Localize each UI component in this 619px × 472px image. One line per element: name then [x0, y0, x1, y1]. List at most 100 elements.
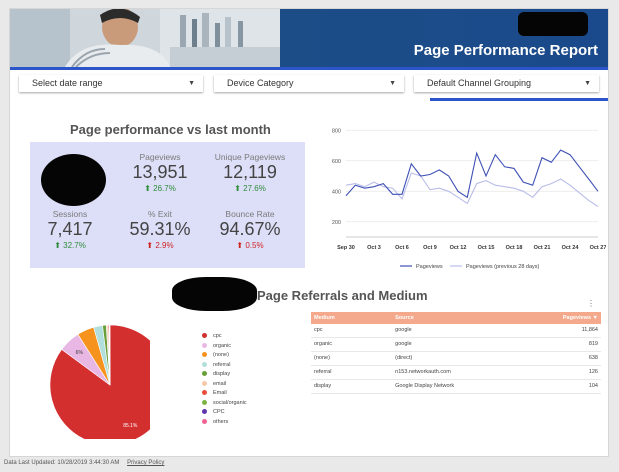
referrals-table: Medium Source Pageviews ▼ cpc google 11,…: [311, 312, 601, 394]
date-range-filter[interactable]: Select date range ▼: [19, 75, 203, 92]
cell-pageviews: 126: [588, 369, 598, 375]
kpi-sessions: Sessions 7,417 ⬆ 32.7%: [30, 209, 110, 250]
x-tick-label: Oct 24: [562, 245, 580, 251]
table-row[interactable]: (none) (direct) 638: [311, 352, 601, 366]
x-tick-label: Sep 30: [337, 245, 355, 251]
legend-label: CPC: [213, 409, 225, 415]
arrow-up-icon: ⬆: [234, 184, 244, 193]
legend-dot: [202, 409, 207, 415]
cell-pageviews: 104: [588, 383, 598, 389]
kpi-label: Unique Pageviews: [214, 152, 286, 162]
legend-item: (none): [202, 352, 229, 358]
legend-label: referral: [213, 361, 231, 368]
referrals-title: Page Referrals and Medium: [257, 288, 428, 303]
legend-item: organic: [202, 343, 231, 349]
y-tick-label: 200: [332, 220, 341, 226]
legend-item: cpc: [202, 333, 222, 339]
channel-grouping-filter[interactable]: Default Channel Grouping ▼: [414, 75, 599, 92]
y-tick-label: 800: [332, 128, 341, 134]
column-header-medium[interactable]: Medium: [314, 315, 335, 321]
date-range-label: Select date range: [32, 78, 103, 88]
legend-label: others: [213, 418, 229, 425]
legend-label: display: [213, 371, 231, 377]
channel-grouping-label: Default Channel Grouping: [427, 78, 532, 88]
cell-source: google: [395, 341, 412, 347]
legend-label: Pageviews (previous 28 days): [466, 264, 540, 269]
arrow-up-icon: ⬆: [146, 241, 156, 250]
legend-item: referral: [202, 362, 230, 368]
table-row[interactable]: cpc google 11,864: [311, 324, 601, 338]
cell-pageviews: 11,864: [581, 327, 598, 333]
cell-medium: (none): [314, 355, 330, 361]
kpi-label: Pageviews: [139, 152, 181, 162]
cell-medium: organic: [314, 341, 333, 347]
legend-dot: [202, 361, 207, 367]
legend-item: Email: [202, 390, 227, 396]
legend-dot: [202, 418, 207, 424]
y-tick-label: 400: [332, 189, 341, 195]
report-title: Page Performance Report: [413, 42, 598, 59]
legend-label: cpc: [213, 333, 222, 339]
legend-item: CPC: [202, 409, 225, 415]
kpi-value: 13,951: [132, 162, 188, 182]
kpi-delta: ⬆ 2.9%: [146, 241, 174, 250]
redacted-logo: [518, 12, 588, 36]
cell-pageviews: 819: [588, 341, 598, 347]
cell-medium: referral: [314, 369, 332, 375]
x-tick-label: Oct 27: [590, 245, 606, 251]
banner-accent-bar: [10, 67, 608, 70]
kpi-exit-rate: % Exit 59.31% ⬆ 2.9%: [120, 209, 200, 250]
x-tick-label: Oct 18: [506, 245, 523, 251]
legend-item: social/organic: [202, 400, 247, 406]
kpi-scorecard-panel: Pageviews 13,951 ⬆ 26.7% Unique Pageview…: [30, 142, 305, 268]
table-row[interactable]: organic google 819: [311, 338, 601, 352]
cell-medium: display: [314, 383, 332, 389]
legend-label: Pageviews: [416, 264, 443, 269]
legend-label: organic: [213, 342, 232, 349]
kpi-bounce-rate: Bounce Rate 94.67% ⬆ 0.5%: [210, 209, 290, 250]
y-tick-label: 600: [332, 159, 341, 165]
sort-desc-icon: ▼: [592, 315, 598, 321]
device-category-filter[interactable]: Device Category ▼: [214, 75, 404, 92]
performance-title: Page performance vs last month: [70, 122, 271, 137]
footer: Data Last Updated: 10/28/2019 3:44:30 AM…: [4, 460, 164, 466]
legend-item: others: [202, 419, 228, 425]
legend-label: Email: [213, 390, 227, 396]
cell-source: (direct): [395, 355, 413, 361]
legend-item: display: [202, 371, 230, 377]
medium-pie-chart[interactable]: 85.1% 6%: [40, 309, 150, 439]
arrow-up-icon: ⬆: [144, 184, 154, 193]
kpi-delta: ⬆ 27.6%: [234, 184, 266, 193]
more-vert-icon[interactable]: ⋮: [587, 299, 595, 308]
table-row[interactable]: referral n153.networkauth.com 126: [311, 366, 601, 380]
data-updated-text: Data Last Updated: 10/28/2019 3:44:30 AM: [4, 460, 120, 466]
pie-legend: cpc organic (none) referral display email Emai…: [202, 333, 292, 433]
x-tick-label: Oct 3: [367, 245, 381, 251]
legend-dot: [202, 380, 207, 386]
legend-dot: [202, 352, 207, 358]
slice-data-label: 85.1%: [123, 423, 138, 429]
kpi-value: 12,119: [223, 162, 277, 182]
series-line: [345, 149, 599, 199]
cell-source: Google Display Network: [395, 383, 455, 389]
column-header-source[interactable]: Source: [395, 315, 414, 321]
kpi-pageviews: Pageviews 13,951 ⬆ 26.7%: [120, 152, 200, 193]
cell-pageviews: 638: [588, 355, 598, 361]
header-banner: Page Performance Report: [10, 9, 608, 67]
chevron-down-icon: ▼: [389, 80, 396, 87]
column-header-pageviews[interactable]: Pageviews ▼: [562, 315, 598, 321]
kpi-delta: ⬆ 32.7%: [54, 241, 86, 250]
redacted-image: [41, 154, 106, 206]
filter-bar: Select date range ▼ Device Category ▼ De…: [10, 73, 608, 95]
kpi-value: 7,417: [47, 219, 93, 239]
privacy-policy-link[interactable]: Privacy Policy: [127, 460, 165, 466]
kpi-label: Sessions: [52, 209, 88, 219]
table-row[interactable]: display Google Display Network 104: [311, 380, 601, 394]
legend-item: email: [202, 381, 226, 387]
table-header: Medium Source Pageviews ▼: [311, 312, 601, 324]
x-tick-label: Oct 12: [450, 245, 467, 251]
cell-source: n153.networkauth.com: [395, 369, 451, 375]
kpi-unique-pageviews: Unique Pageviews 12,119 ⬆ 27.6%: [210, 152, 290, 193]
cell-source: google: [395, 327, 412, 333]
pageviews-line-chart[interactable]: 200 400 600 800 Sep 30 Oct 3 Oct 6 Oct 9 Oct 12 O…: [314, 109, 606, 269]
